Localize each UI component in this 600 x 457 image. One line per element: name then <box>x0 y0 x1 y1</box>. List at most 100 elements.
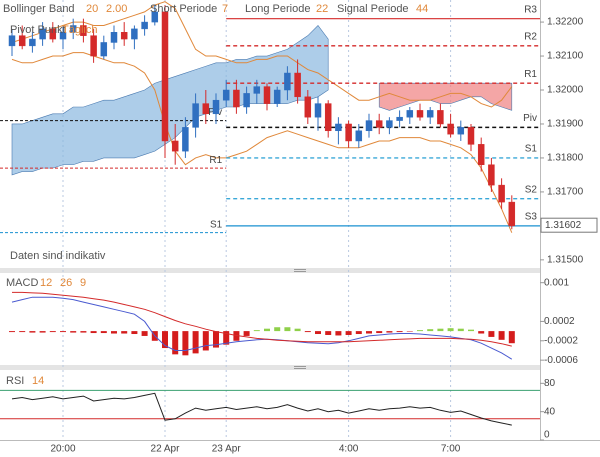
candle-body <box>426 110 434 118</box>
header-value: 7 <box>222 3 228 15</box>
candle-body <box>324 103 332 132</box>
y-tick-label: 80 <box>544 378 556 389</box>
x-tick-label: 20:00 <box>50 444 75 455</box>
y-tick-label: 1.31800 <box>547 153 584 164</box>
candle-body <box>182 127 189 152</box>
macd-bar <box>39 331 46 333</box>
candle-body <box>131 28 138 40</box>
header-value: 22 <box>316 3 328 15</box>
candle-body <box>8 35 16 47</box>
candle-body <box>355 130 363 142</box>
macd-bar <box>100 331 107 334</box>
header-label: Long Periode <box>245 3 310 15</box>
pivot-label: S3 <box>525 212 538 223</box>
macd-bar <box>121 331 128 334</box>
macd-bar <box>376 331 383 334</box>
macd-line <box>12 291 512 347</box>
macd-bar <box>417 330 423 332</box>
candle-body <box>120 32 128 40</box>
candle-body <box>151 11 159 23</box>
candle-body <box>263 86 271 104</box>
candle-body <box>110 32 118 43</box>
prev-pivot-label: S1 <box>210 219 223 230</box>
candle-body <box>284 72 291 91</box>
x-tick-label: 23 Apr <box>212 444 242 455</box>
candle-body <box>396 116 403 121</box>
candle-body <box>161 11 169 142</box>
panel-param: 14 <box>32 375 44 387</box>
y-tick-label: 1.31500 <box>547 254 584 265</box>
macd-bar <box>172 331 179 355</box>
candle-body <box>171 140 179 152</box>
candle-body <box>467 127 475 145</box>
header-value: 20 <box>86 3 98 15</box>
macd-bar <box>294 328 301 332</box>
macd-bar <box>182 331 189 356</box>
macd-bar <box>468 329 474 332</box>
macd-bar <box>274 327 281 332</box>
x-tick-label: 7:00 <box>441 444 461 455</box>
y-tick-label: 1.31700 <box>547 187 584 198</box>
header-label: Bollinger Band <box>3 3 75 15</box>
candle-body <box>100 42 108 57</box>
note: Daten sind indikativ <box>10 250 106 262</box>
panel-splitter[interactable] <box>0 365 540 370</box>
macd-bar <box>29 331 36 333</box>
candle-body <box>375 120 383 128</box>
candle-body <box>477 144 485 165</box>
panel-title: MACD <box>6 277 38 289</box>
macd-bar <box>80 331 87 333</box>
candle-body <box>386 120 393 128</box>
candle-body <box>365 120 373 132</box>
candle-body <box>90 35 97 57</box>
pivot-label: Piv <box>523 113 537 124</box>
macd-bar <box>49 331 56 333</box>
header-label: Pivot Punkt <box>10 24 66 36</box>
macd-bar <box>9 331 15 333</box>
pivot-label: S2 <box>525 184 538 195</box>
candle-body <box>243 93 250 108</box>
macd-bar <box>488 331 495 337</box>
macd-bar <box>223 331 230 345</box>
candle-body <box>212 99 220 115</box>
panel-splitter[interactable] <box>0 268 540 273</box>
rsi-line <box>11 392 512 426</box>
y-tick-label: -0.0006 <box>544 355 578 366</box>
macd-bar <box>315 331 321 335</box>
macd-bar <box>131 331 138 335</box>
macd-bar <box>355 331 362 335</box>
macd-bar <box>264 328 270 332</box>
macd-bar <box>304 331 311 333</box>
y-tick-label: 1.32000 <box>547 85 584 96</box>
candle-body <box>192 103 199 128</box>
x-tick-label: 4:00 <box>339 444 359 455</box>
cloud <box>11 25 329 176</box>
macd-bar <box>406 331 413 332</box>
candle-body <box>488 164 495 186</box>
panel-param: 12 <box>40 277 52 289</box>
pivot-label: R2 <box>524 31 537 42</box>
macd-bar <box>345 331 352 335</box>
macd-bar <box>508 331 515 344</box>
macd-bar <box>60 331 66 333</box>
macd-bar <box>457 328 464 332</box>
macd-bar <box>427 329 434 332</box>
y-tick-label: 1.32100 <box>547 51 584 62</box>
candle-body <box>202 103 210 115</box>
bollinger-band <box>11 1 513 108</box>
macd-bar <box>478 331 485 334</box>
candle-body <box>335 123 342 132</box>
macd-bar <box>90 331 97 334</box>
macd-bar <box>366 331 372 334</box>
last-price-box <box>540 217 598 233</box>
panel-param: 26 <box>60 277 72 289</box>
macd-bar <box>325 331 332 335</box>
macd-bar <box>335 331 342 336</box>
candle-body <box>406 110 414 118</box>
macd-bar <box>386 331 393 333</box>
macd-bar <box>111 331 117 334</box>
macd-bar <box>253 330 260 332</box>
pivot-label: R1 <box>524 69 537 80</box>
cloud <box>378 82 513 111</box>
